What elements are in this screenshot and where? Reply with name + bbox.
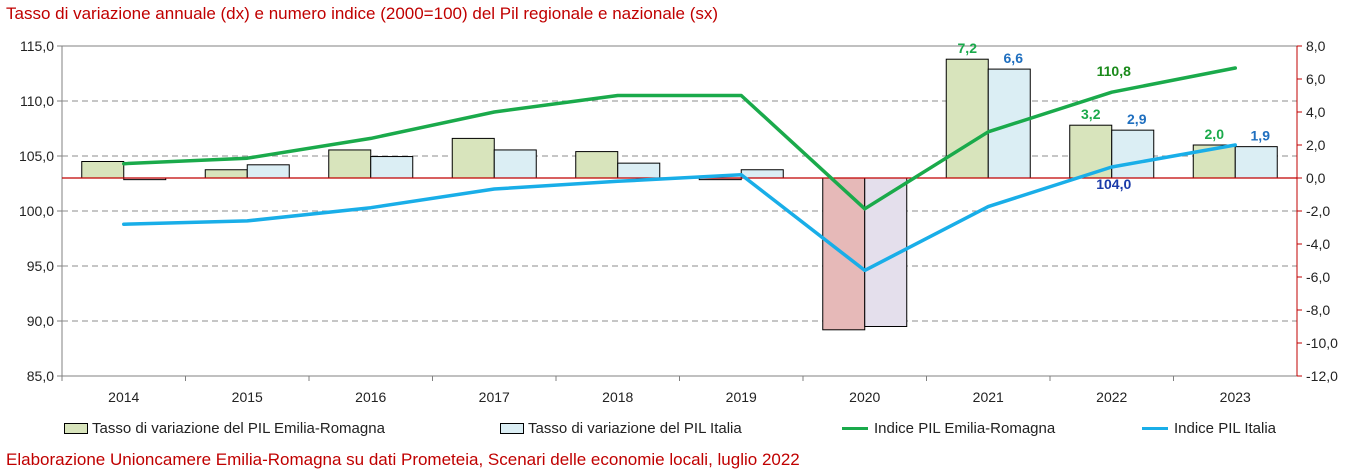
- data-label: 6,6: [1004, 50, 1024, 66]
- data-label: 1,9: [1251, 128, 1271, 144]
- left-axis-tick-label: 105,0: [19, 148, 54, 164]
- legend-label-it-rate: Tasso di variazione del PIL Italia: [528, 420, 742, 437]
- left-axis-tick-label: 85,0: [27, 368, 54, 384]
- legend-swatch-it-index: [1142, 427, 1168, 430]
- legend-label-it-index: Indice PIL Italia: [1174, 420, 1277, 437]
- left-axis-tick-label: 95,0: [27, 258, 54, 274]
- data-label: 2,9: [1127, 111, 1147, 127]
- right-axis-tick-label: -2,0: [1306, 203, 1330, 219]
- data-label: 104,0: [1096, 176, 1131, 192]
- left-axis-tick-label: 115,0: [20, 38, 54, 54]
- bar-emilia-romagna: [328, 149, 372, 179]
- x-axis-tick-label: 2023: [1220, 389, 1251, 405]
- chart-source: Elaborazione Unioncamere Emilia-Romagna …: [6, 450, 800, 469]
- x-axis-tick-label: 2016: [355, 389, 386, 405]
- bar-italia: [617, 162, 661, 179]
- bar-italia: [493, 149, 537, 179]
- right-axis-tick-label: 6,0: [1306, 71, 1326, 87]
- bar-italia: [1111, 129, 1155, 179]
- right-axis-tick-label: -10,0: [1306, 335, 1338, 351]
- legend-item-er-index: Indice PIL Emilia-Romagna: [842, 420, 1055, 437]
- data-label: 3,2: [1081, 106, 1101, 122]
- legend-label-er-rate: Tasso di variazione del PIL Emilia-Romag…: [92, 420, 385, 437]
- legend-swatch-er-index: [842, 427, 868, 430]
- legend-swatch-er-rate: [64, 423, 88, 434]
- bar-emilia-romagna: [945, 58, 989, 179]
- x-axis-tick-label: 2019: [726, 389, 757, 405]
- bar-italia: [246, 164, 290, 179]
- legend-item-it-rate: Tasso di variazione del PIL Italia: [500, 420, 742, 437]
- bar-emilia-romagna: [575, 151, 619, 179]
- right-axis-tick-label: 0,0: [1306, 170, 1326, 186]
- legend-label-er-index: Indice PIL Emilia-Romagna: [874, 420, 1056, 437]
- right-axis-tick-label: -12,0: [1306, 368, 1338, 384]
- chart-title: Tasso di variazione annuale (dx) e numer…: [6, 4, 719, 23]
- left-axis-tick-label: 100,0: [19, 203, 54, 219]
- data-label: 7,2: [958, 40, 978, 56]
- right-axis-tick-label: 4,0: [1306, 104, 1326, 120]
- bar-italia: [1234, 146, 1278, 179]
- line-indice-emilia-romagna: [122, 66, 1237, 211]
- data-label: 110,8: [1097, 63, 1131, 79]
- legend-item-er-rate: Tasso di variazione del PIL Emilia-Romag…: [64, 420, 385, 437]
- x-axis-tick-label: 2017: [479, 389, 510, 405]
- bar-emilia-romagna: [204, 169, 248, 179]
- right-axis-tick-label: 8,0: [1306, 38, 1326, 54]
- bar-italia: [370, 156, 414, 179]
- x-axis-tick-label: 2014: [108, 389, 139, 405]
- data-label: 2,0: [1205, 126, 1225, 142]
- right-axis-tick-label: -6,0: [1306, 269, 1330, 285]
- chart-legend: Tasso di variazione del PIL Emilia-Romag…: [0, 420, 1354, 442]
- right-axis-tick-label: 2,0: [1306, 137, 1326, 153]
- left-axis-tick-label: 110,0: [20, 93, 54, 109]
- left-axis-tick-label: 90,0: [27, 313, 54, 329]
- x-axis-tick-label: 2015: [232, 389, 263, 405]
- x-axis-tick-label: 2022: [1096, 389, 1127, 405]
- line-indice-italia: [122, 143, 1237, 273]
- bar-italia: [740, 169, 784, 179]
- bar-emilia-romagna: [81, 161, 125, 179]
- x-axis-tick-label: 2018: [602, 389, 633, 405]
- chart-canvas: 85,0 90,0 95,0 100,0 105,0 110,0 115,0 -12,0 -10…: [19, 38, 1338, 405]
- x-axis-tick-label: 2020: [849, 389, 880, 405]
- bar-emilia-romagna: [451, 137, 495, 179]
- legend-item-it-index: Indice PIL Italia: [1142, 420, 1276, 437]
- right-axis-tick-label: -4,0: [1306, 236, 1330, 252]
- legend-swatch-it-rate: [500, 423, 524, 434]
- right-axis-tick-label: -8,0: [1306, 302, 1330, 318]
- x-axis-tick-label: 2021: [973, 389, 1004, 405]
